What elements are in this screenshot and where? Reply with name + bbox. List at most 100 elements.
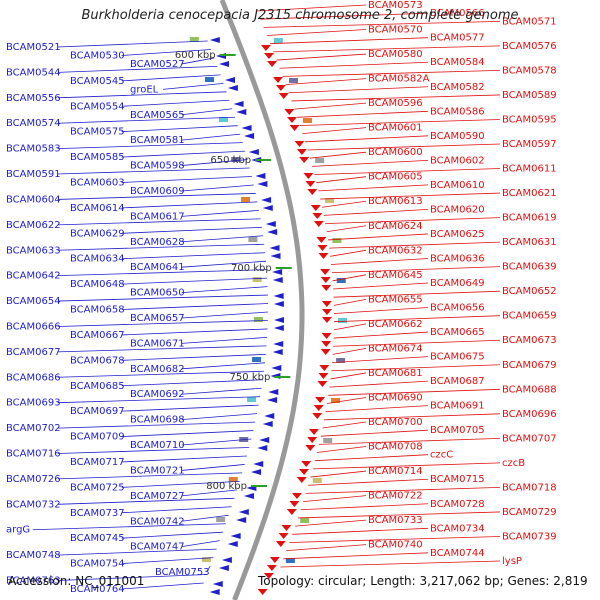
left-gene-leader-line [57,472,243,480]
scale-label: 700 kbp [231,263,272,274]
left-gene-label: BCAM0692 [130,389,185,400]
right-strand-gene-arrow [318,253,329,259]
right-gene-leader-line [285,78,367,85]
left-gene-label: BCAM0521 [6,42,61,53]
right-gene-leader-line [297,110,429,118]
feature-block [201,557,211,562]
left-gene-leader-line [121,582,204,590]
right-strand-gene-arrow [263,53,274,59]
left-gene-label: BCAM0667 [70,330,125,341]
right-gene-label: BCAM0728 [430,499,485,510]
feature-block [252,357,262,362]
right-gene-leader-line [286,544,367,552]
left-gene-label: BCAM0657 [130,313,185,324]
right-strand-gene-arrow [275,85,286,91]
left-strand-gene-arrow [273,301,284,307]
left-strand-gene-arrow [236,517,247,523]
right-strand-gene-arrow [313,405,324,411]
left-gene-leader-line [121,303,269,310]
left-strand-gene-arrow [233,101,244,107]
right-strand-gene-arrow [263,573,274,579]
left-gene-leader-line [57,396,261,404]
left-gene-label: BCAM0686 [6,372,61,383]
left-strand-gene-arrow [243,493,254,499]
left-strand-gene-arrow [267,397,278,403]
left-gene-label: BCAM0642 [6,271,61,282]
right-gene-label: BCAM0707 [502,433,557,444]
left-gene-leader-line [57,243,265,251]
left-strand-gene-arrow [269,245,280,251]
right-gene-leader-line [332,274,367,282]
left-strand-gene-arrow [244,133,255,139]
right-gene-leader-line [300,503,429,511]
right-strand-gene-arrow [281,525,292,531]
left-gene-label: BCAM0753 [155,567,210,578]
left-gene-leader-line [181,184,254,192]
accession-text: Accession: NC_011001 [8,574,145,588]
left-strand-gene-arrow [271,365,282,371]
feature-block [273,38,283,43]
left-gene-leader-line [121,506,232,514]
left-strand-gene-arrow [262,421,273,427]
right-strand-gene-arrow [320,269,331,275]
right-strand-gene-arrow [320,277,331,283]
left-gene-label: BCAM0671 [130,338,185,349]
left-gene-label: BCAM0693 [6,398,61,409]
right-gene-leader-line [329,380,429,388]
right-gene-leader-line [333,282,429,290]
left-strand-gene-arrow [218,565,229,571]
right-gene-label: BCAM0584 [430,57,485,68]
right-strand-gene-arrow [310,205,321,211]
left-gene-leader-line [181,362,265,370]
left-gene-leader-line [181,387,262,395]
right-gene-label: BCAM0655 [368,294,423,305]
right-strand-gene-arrow [303,173,314,179]
right-gene-label: BCAM0733 [368,515,423,526]
left-gene-label: BCAM0747 [130,542,185,553]
left-gene-leader-line [206,565,211,573]
feature-block [189,37,199,42]
right-strand-gene-arrow [319,365,330,371]
right-gene-leader-line [331,364,501,372]
left-gene-label: BCAM0727 [130,491,185,502]
left-gene-label: BCAM0702 [6,423,61,434]
left-gene-leader-line [57,574,207,581]
right-gene-leader-line [295,519,367,527]
right-strand-gene-arrow [291,493,302,499]
left-gene-label: BCAM0527 [130,59,185,70]
left-gene-leader-line [32,523,226,531]
left-gene-leader-line [181,413,257,421]
right-gene-label: BCAM0681 [368,368,423,379]
feature-block [231,157,241,162]
right-gene-label: BCAM0690 [368,392,423,403]
left-gene-leader-line [181,311,269,319]
left-gene-leader-line [181,133,241,141]
right-strand-gene-arrow [307,437,318,443]
right-gene-leader-line [316,176,367,184]
left-gene-leader-line [121,455,247,463]
topology-text: Topology: circular; Length: 3,217,062 bp… [258,574,588,588]
right-gene-leader-line [282,70,501,77]
left-gene-label: BCAM0598 [130,161,185,172]
right-gene-label: BCAM0700 [368,417,423,428]
right-gene-leader-line [257,4,367,12]
left-gene-leader-line [121,328,268,336]
left-gene-leader-line [121,176,252,183]
right-gene-leader-line [279,61,429,69]
right-gene-label: czcB [502,458,525,469]
left-strand-gene-arrow [267,229,278,235]
left-gene-leader-line [57,320,268,327]
feature-block [325,198,335,203]
feature-block [331,398,341,403]
right-strand-gene-arrow [321,309,332,315]
left-gene-leader-line [57,142,243,150]
right-gene-leader-line [289,536,501,543]
right-gene-label: BCAM0625 [430,229,485,240]
left-strand-gene-arrow [257,445,268,451]
scale-label: 650 kbp [210,155,251,166]
right-gene-leader-line [333,331,429,339]
left-gene-leader-line [121,99,230,107]
left-gene-leader-line [181,57,215,65]
right-gene-label: BCAM0573 [368,0,423,11]
left-gene-leader-line [121,531,223,539]
